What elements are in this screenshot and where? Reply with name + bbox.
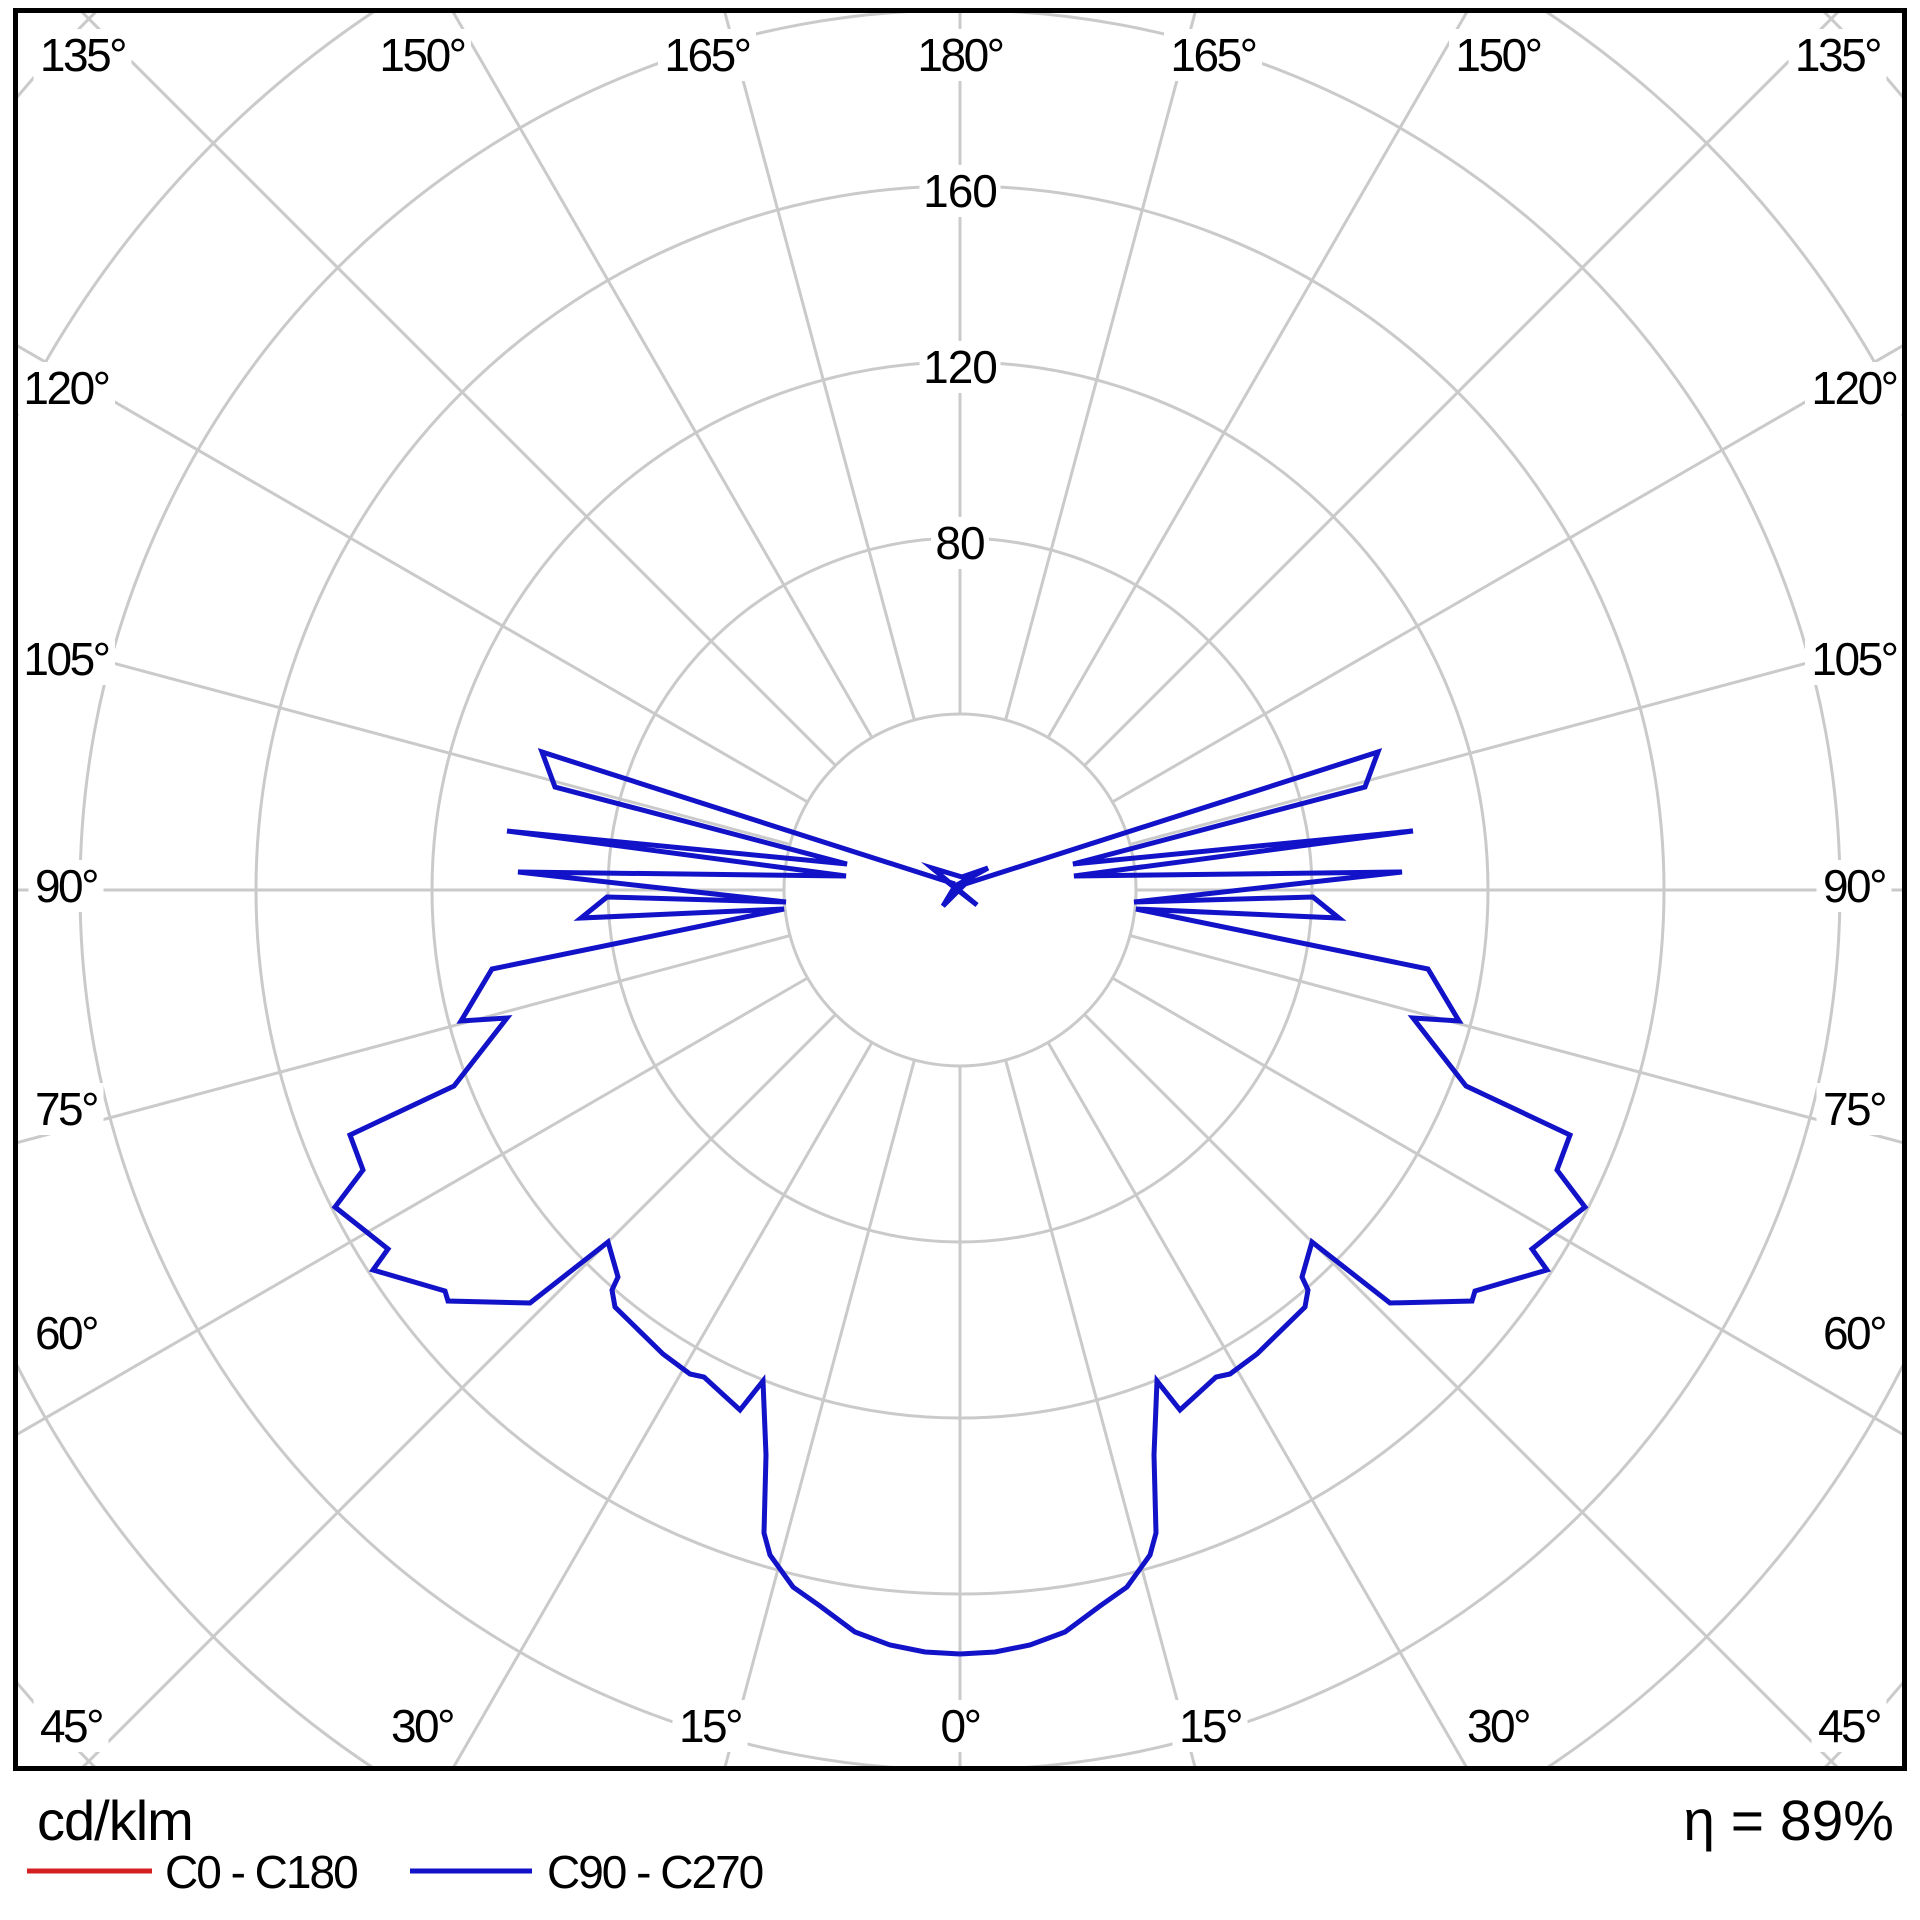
- svg-text:105°: 105°: [1811, 633, 1896, 685]
- svg-text:30°: 30°: [391, 1700, 453, 1752]
- svg-text:η = 89%: η = 89%: [1683, 1789, 1894, 1853]
- svg-text:160: 160: [923, 165, 997, 217]
- svg-text:105°: 105°: [23, 633, 108, 685]
- svg-text:150°: 150°: [379, 29, 464, 81]
- svg-text:150°: 150°: [1455, 29, 1540, 81]
- svg-text:120°: 120°: [1811, 362, 1896, 414]
- svg-text:120°: 120°: [23, 362, 108, 414]
- svg-text:45°: 45°: [40, 1700, 102, 1752]
- svg-text:90°: 90°: [35, 860, 97, 912]
- svg-text:165°: 165°: [1170, 29, 1255, 81]
- svg-text:15°: 15°: [679, 1700, 741, 1752]
- svg-text:45°: 45°: [1818, 1700, 1880, 1752]
- svg-text:30°: 30°: [1467, 1700, 1529, 1752]
- svg-text:C0 - C180: C0 - C180: [165, 1846, 357, 1898]
- svg-text:180°: 180°: [917, 29, 1002, 81]
- svg-text:15°: 15°: [1179, 1700, 1241, 1752]
- svg-text:C90 - C270: C90 - C270: [547, 1846, 763, 1898]
- svg-text:75°: 75°: [1823, 1083, 1885, 1135]
- svg-text:60°: 60°: [1823, 1307, 1885, 1359]
- svg-text:60°: 60°: [35, 1307, 97, 1359]
- svg-text:80: 80: [935, 517, 984, 569]
- svg-text:0°: 0°: [941, 1700, 980, 1752]
- svg-text:135°: 135°: [1795, 29, 1880, 81]
- svg-text:165°: 165°: [664, 29, 749, 81]
- svg-text:cd/klm: cd/klm: [37, 1789, 193, 1852]
- svg-text:120: 120: [923, 341, 997, 393]
- svg-text:75°: 75°: [35, 1083, 97, 1135]
- svg-text:135°: 135°: [40, 29, 125, 81]
- svg-text:90°: 90°: [1823, 860, 1885, 912]
